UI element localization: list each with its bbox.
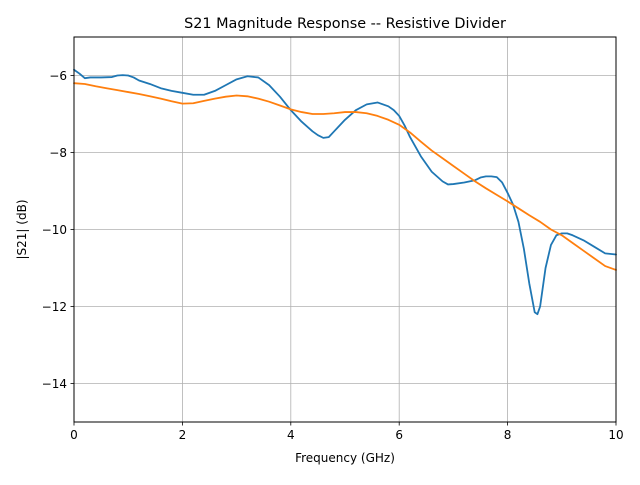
y-tick-label: −14 (42, 377, 67, 391)
y-axis-title: |S21| (dB) (15, 200, 29, 260)
x-tick-label: 6 (395, 428, 403, 442)
y-tick-label: −6 (49, 69, 67, 83)
x-axis-title: Frequency (GHz) (295, 451, 395, 465)
y-tick-label: −10 (42, 223, 67, 237)
y-tick-label: −12 (42, 300, 67, 314)
series-line-2 (73, 82, 617, 271)
axis-ticks: 0 2 4 6 8 10 −14 −12 −10 −8 −6 (42, 69, 624, 442)
x-tick-label: 0 (70, 428, 78, 442)
series-line-1 (73, 68, 617, 316)
chart-title: S21 Magnitude Response -- Resistive Divi… (184, 16, 506, 32)
x-tick-label: 4 (287, 428, 295, 442)
series-lines (73, 68, 617, 316)
y-tick-label: −8 (49, 146, 67, 160)
x-tick-label: 10 (608, 428, 623, 442)
x-tick-label: 8 (504, 428, 512, 442)
x-tick-label: 2 (179, 428, 187, 442)
